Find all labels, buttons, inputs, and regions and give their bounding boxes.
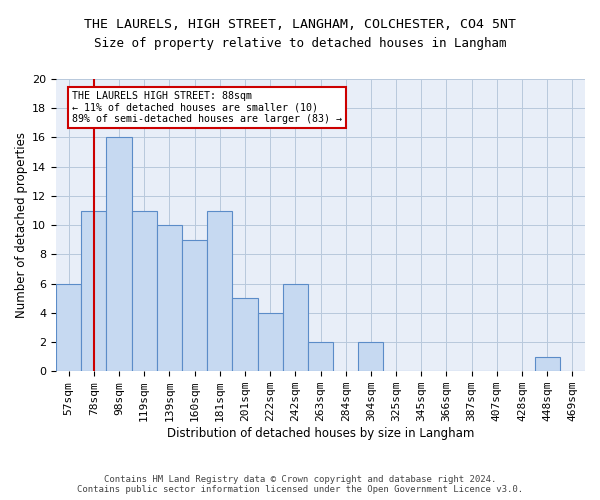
Bar — [157, 225, 182, 371]
Bar — [56, 284, 81, 371]
Bar — [283, 284, 308, 371]
Bar — [257, 313, 283, 371]
Text: THE LAURELS HIGH STREET: 88sqm
← 11% of detached houses are smaller (10)
89% of : THE LAURELS HIGH STREET: 88sqm ← 11% of … — [72, 90, 342, 124]
Text: THE LAURELS, HIGH STREET, LANGHAM, COLCHESTER, CO4 5NT: THE LAURELS, HIGH STREET, LANGHAM, COLCH… — [84, 18, 516, 30]
X-axis label: Distribution of detached houses by size in Langham: Distribution of detached houses by size … — [167, 427, 474, 440]
Bar — [182, 240, 207, 371]
Bar — [106, 138, 131, 371]
Bar — [535, 356, 560, 371]
Bar — [358, 342, 383, 371]
Text: Size of property relative to detached houses in Langham: Size of property relative to detached ho… — [94, 38, 506, 51]
Y-axis label: Number of detached properties: Number of detached properties — [15, 132, 28, 318]
Bar — [207, 210, 232, 371]
Bar — [308, 342, 333, 371]
Bar — [131, 210, 157, 371]
Bar — [81, 210, 106, 371]
Text: Contains HM Land Registry data © Crown copyright and database right 2024.
Contai: Contains HM Land Registry data © Crown c… — [77, 474, 523, 494]
Bar — [232, 298, 257, 371]
